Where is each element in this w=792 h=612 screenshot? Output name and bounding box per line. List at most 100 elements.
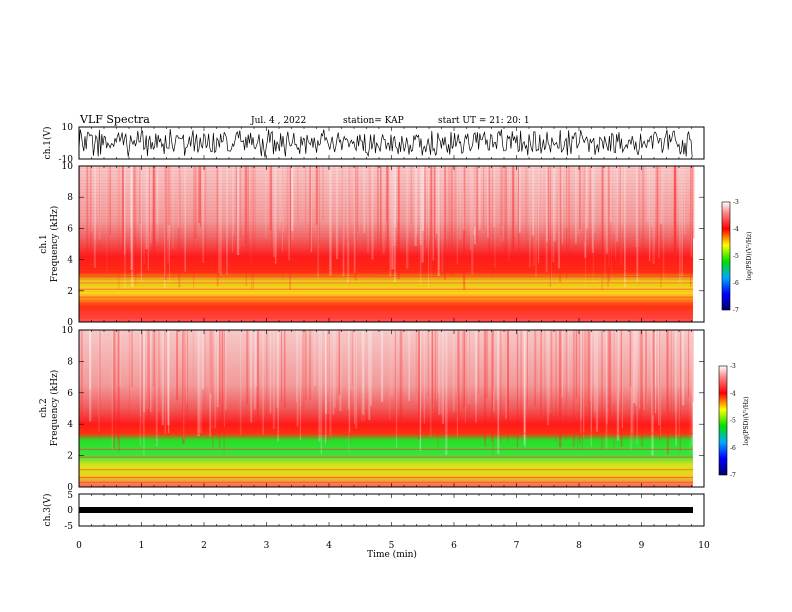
spectrogram-streak [347,330,350,410]
ch3-ylabel: ch.3(V) [42,494,53,527]
spectrogram-streak [209,330,212,394]
spectrogram-streak [139,330,141,446]
spectrogram-streak [437,330,439,451]
spectrogram-streak [131,330,133,387]
spectrogram-streak [295,330,297,403]
spectrogram-streak [370,330,372,406]
x-tick-labels: 0 1 2 3 4 5 6 7 8 9 10 [76,541,710,551]
spectrogram-streak [549,330,552,414]
ch3-trace-band [79,507,693,513]
y-tick-label: 10 [62,326,74,336]
spectrogram-streak [595,330,599,432]
spectrogram-streak [415,330,418,394]
spectrogram-streak [434,330,437,431]
y-tick-label: 8 [67,357,73,367]
spectrogram-streak [674,330,676,411]
spectrogram-streak [632,330,635,444]
spectrogram-streak [277,330,279,442]
ch3-x-ticks [78,494,705,526]
spectrogram-streak [591,330,592,431]
colorbar-tick-label: -5 [733,253,739,260]
spectrogram-streak [164,330,167,425]
x-tick-label: 1 [139,541,145,551]
spectrogram-streak [224,330,227,410]
spectrogram-streak [475,330,477,387]
spectrogram-streak [559,330,562,448]
ch1-ylabel: ch.1(V) [42,127,53,160]
spectrogram-streak [143,330,146,412]
spectrogram-streak [579,330,581,443]
spectrogram-streak [99,330,101,439]
spectrogram-streak [305,330,307,401]
y-tick-label: 4 [67,420,73,430]
spectrogram-streak [380,330,384,402]
spectrogram-streak [465,330,466,424]
ch1-spec-y-ticks: 10 8 6 4 2 0 [62,162,704,328]
spectrogram-streak [239,330,242,435]
spectrogram-streak [636,330,639,445]
spectrogram-streak [678,330,680,437]
spectrogram-streak [143,330,145,455]
spectrogram-streak [691,330,694,447]
spectrogram-streak [462,330,465,409]
spectrogram-streak [452,330,455,413]
spectrogram-streak [325,330,328,414]
ch3-ytick-mid: 0 [67,506,73,516]
spectrogram-streak [272,330,276,429]
colorbar-ch2: -3 -4 -5 -6 -7 log(PSD)(V²/Hz) [718,363,750,479]
spectrogram-streak [324,330,327,444]
spectrogram-streak [395,330,397,420]
spectrogram-streak [641,330,643,447]
spectrogram-streak [606,330,608,449]
spectrogram-streak [192,330,194,393]
spectrogram-streak [150,330,152,413]
colorbar-tick-label: -7 [733,307,739,314]
spectrogram-streak [266,330,268,424]
y-tick-label: 2 [67,287,73,297]
ch1-spec-ylabel-channel: ch.1 [39,234,49,253]
spectrogram-streak [585,330,588,430]
spectrogram-streak [155,330,157,445]
spectrogram-streak [152,330,155,387]
spectrogram-streak [540,330,542,414]
spectrogram-streak [582,330,583,451]
spectrogram-streak [651,330,654,456]
spectrogram-streak [483,330,486,440]
spectrogram-streak [390,330,393,397]
x-tick-label: 0 [76,541,82,551]
spectrogram-streak [587,330,590,404]
spectrogram-streak [283,330,286,408]
spectrogram-streak [692,166,695,229]
spectrogram-streak [367,330,369,390]
spectrogram-streak [157,330,160,413]
spectrogram-streak [328,330,330,440]
spectrogram-streak [255,330,258,387]
spectrogram-streak [613,330,615,404]
spectrogram-streak [281,330,282,403]
spectrogram-streak [692,330,694,403]
spectrogram-streak [536,330,538,388]
spectrogram-streak [161,330,164,426]
spectrogram-streak [199,330,202,434]
colorbar-ch1-label: log(PSD)(V²/Hz) [746,232,753,281]
station-label: station= KAP [343,116,404,126]
y-tick-label: 6 [67,389,73,399]
spectrogram-streak [183,330,185,440]
spectrogram-streak [89,330,91,390]
spectrogram-streak [524,330,525,440]
spectrogram-streak [362,330,365,415]
spectrogram-streak [211,330,213,430]
spectrogram-streak [334,330,336,408]
spectrogram-streak [689,330,691,453]
spectrogram-streak [355,330,357,407]
spectrogram-streak [632,330,635,443]
spectrogram-streak [575,330,577,399]
spectrogram-streak [468,330,471,404]
spectrogram-streak [147,330,150,426]
spectrogram-streak [250,330,253,423]
spectrogram-streak [427,330,429,396]
spectrogram-streak [678,330,679,415]
spectrogram-streak [673,330,674,439]
spectrogram-streak [688,330,690,398]
spectrogram-streak [666,330,669,455]
